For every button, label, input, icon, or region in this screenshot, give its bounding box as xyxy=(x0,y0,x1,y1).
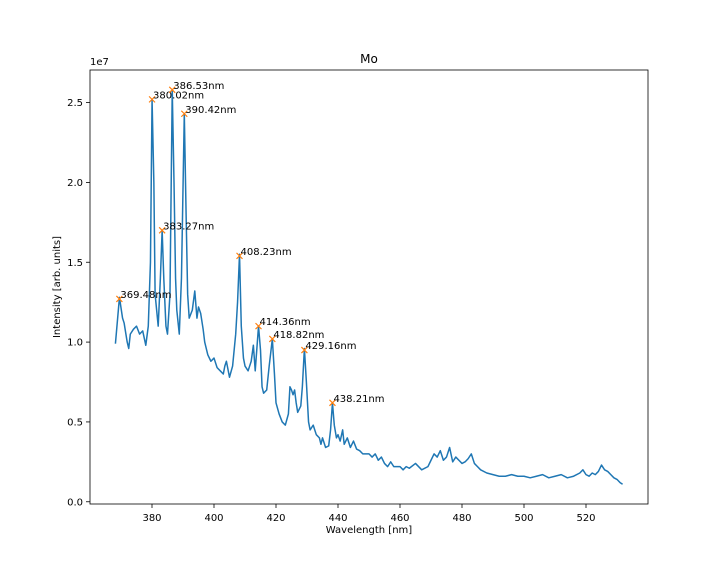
y-tick-label: 0.5 xyxy=(67,417,83,428)
peak-label: 386.53nm xyxy=(173,81,224,92)
y-tick-label: 2.0 xyxy=(67,178,83,189)
x-tick-label: 500 xyxy=(514,513,533,524)
peak-marker xyxy=(236,252,243,260)
peak-marker xyxy=(168,86,176,94)
x-tick-label: 420 xyxy=(266,513,285,524)
peak-label: 369.48nm xyxy=(120,290,171,301)
spectrum-line xyxy=(114,89,623,485)
x-tick-label: 480 xyxy=(452,513,471,524)
peak-label: 390.42nm xyxy=(185,105,236,116)
peak-label: 408.23nm xyxy=(241,247,292,258)
peak-marker xyxy=(148,95,156,103)
peak-marker xyxy=(158,226,166,234)
peak-label: 414.36nm xyxy=(260,317,311,328)
y-tick-label: 1.5 xyxy=(67,258,83,269)
peak-marker xyxy=(180,110,188,118)
x-tick-label: 520 xyxy=(576,513,595,524)
peak-label: 429.16nm xyxy=(305,341,356,352)
y-offset-label: 1e7 xyxy=(90,57,109,68)
chart-title: Mo xyxy=(360,52,378,66)
peak-label: 383.27nm xyxy=(163,221,214,232)
peak-marker xyxy=(115,295,123,303)
peak-label: 418.82nm xyxy=(273,330,324,341)
x-tick-label: 440 xyxy=(328,513,347,524)
x-tick-label: 460 xyxy=(390,513,409,524)
y-tick-label: 2.5 xyxy=(67,98,83,109)
peak-marker xyxy=(255,322,262,330)
y-tick-label: 0.0 xyxy=(67,497,83,508)
peak-marker xyxy=(300,346,308,354)
peak-marker xyxy=(329,399,336,407)
peak-label: 380.02nm xyxy=(153,90,204,101)
peak-marker xyxy=(268,335,276,343)
x-tick-label: 380 xyxy=(142,513,161,524)
x-tick-label: 400 xyxy=(204,513,223,524)
peak-label: 438.21nm xyxy=(333,394,384,405)
x-axis-label: Wavelength [nm] xyxy=(326,525,412,536)
y-tick-label: 1.0 xyxy=(67,338,83,349)
plot-frame xyxy=(89,69,649,505)
y-axis-label: Intensity [arb. units] xyxy=(52,236,63,338)
